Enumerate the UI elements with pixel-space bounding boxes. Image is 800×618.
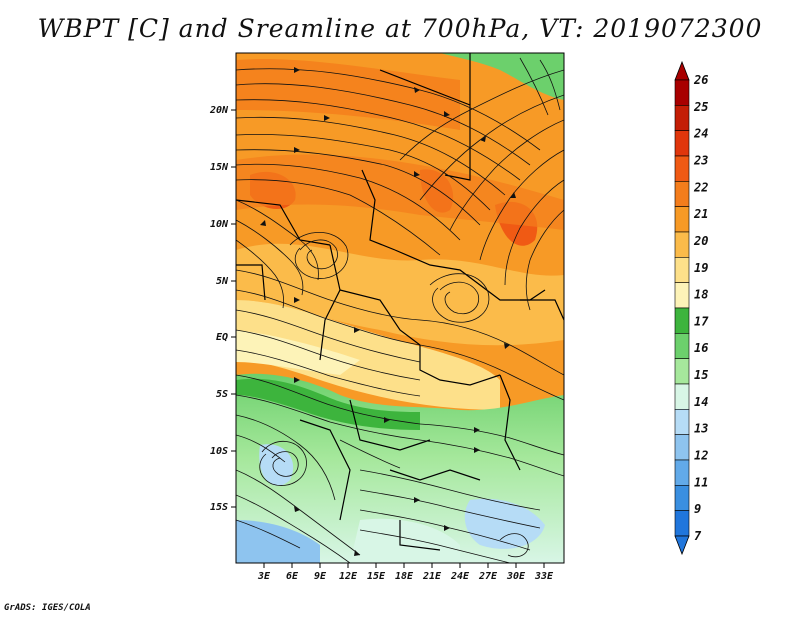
- lon-ticks: [263, 563, 545, 568]
- colorbar-label: 24: [693, 127, 708, 141]
- map-field: [236, 53, 564, 563]
- streamline-arrows: [260, 67, 516, 556]
- wbpt-fill-22-north: [236, 59, 460, 130]
- lon-labels: 3E 6E 9E 12E 15E 18E 21E 24E 27E 30E 33E: [257, 571, 554, 582]
- colorbar-label: 15: [694, 368, 708, 382]
- colorbar-swatch: [674, 282, 690, 309]
- colorbar-top-arrow: [674, 60, 690, 81]
- colorbar-swatch: [674, 459, 690, 486]
- wbpt-fill-12-sw: [236, 520, 320, 563]
- grads-credit: GrADS: IGES/COLA: [4, 603, 91, 613]
- lon-label: 30E: [506, 571, 526, 582]
- colorbar-label: 17: [694, 314, 709, 328]
- lon-label: 9E: [314, 571, 327, 582]
- lat-label: 5N: [216, 276, 229, 287]
- colorbar-swatch: [674, 485, 690, 511]
- lat-label: 10N: [210, 219, 229, 230]
- colorbar-swatch: [674, 383, 690, 410]
- colorbar-swatch: [674, 409, 690, 435]
- colorbar-swatch: [674, 105, 690, 131]
- lon-label: 6E: [286, 571, 299, 582]
- colorbar-swatch: [674, 257, 690, 283]
- colorbar-label: 20: [693, 234, 708, 248]
- wbpt-fill-13-west: [259, 444, 294, 486]
- lon-label: 3E: [257, 571, 271, 582]
- colorbar-label: 19: [694, 261, 708, 275]
- colorbar-label: 23: [693, 153, 708, 167]
- lat-label: 15S: [210, 502, 228, 513]
- lon-label: 18E: [395, 571, 414, 582]
- lat-ticks: [231, 109, 236, 508]
- lat-label: 5S: [216, 389, 228, 400]
- streamlines: [236, 57, 564, 563]
- colorbar-label: 25: [693, 100, 708, 114]
- lon-label: 21E: [422, 571, 442, 582]
- wbpt-fill-18: [236, 330, 360, 375]
- colorbar-label: 12: [694, 449, 708, 463]
- map-frame: [235, 52, 565, 564]
- lon-label: 12E: [339, 571, 358, 582]
- colorbar-label: 7: [694, 529, 702, 543]
- colorbar-label: 11: [694, 475, 708, 489]
- colorbar-swatch: [674, 155, 690, 182]
- colorbar-swatch: [674, 206, 690, 233]
- lon-label: 27E: [478, 571, 498, 582]
- lat-label: 20N: [209, 105, 229, 116]
- colorbar-swatch: [674, 79, 690, 106]
- wbpt-fill-15-south: [350, 518, 460, 563]
- lon-label: 15E: [367, 571, 386, 582]
- lat-label: 10S: [210, 446, 228, 457]
- colorbar-label: 16: [694, 341, 708, 355]
- colorbar-label: 13: [694, 422, 708, 436]
- colorbar-swatch: [674, 333, 690, 359]
- lon-label: 24E: [450, 571, 470, 582]
- colorbar-swatch: [674, 510, 690, 537]
- colorbar: 26 25 24 23 22 21 20 19 18 17 16 15 14 13 12 11 9 7: [674, 60, 709, 556]
- colorbar-swatch: [674, 307, 690, 334]
- wbpt-fill-19: [236, 300, 500, 410]
- colorbar-label: 21: [693, 207, 708, 221]
- colorbar-label: 9: [694, 502, 701, 516]
- colorbar-swatch: [674, 358, 690, 385]
- colorbar-swatch: [674, 434, 690, 461]
- lat-labels: 20N 15N 10N 5N EQ 5S 10S 15S: [209, 105, 229, 513]
- colorbar-bottom-arrow: [674, 535, 690, 556]
- map-title: WBPT [C] and Sreamline at 700hPa, VT: 20…: [37, 14, 763, 43]
- colorbar-swatch: [674, 231, 690, 258]
- lat-label: 15N: [210, 162, 229, 173]
- colorbar-label: 14: [694, 395, 708, 409]
- lat-label: EQ: [216, 332, 228, 343]
- colorbar-label: 26: [693, 73, 708, 87]
- wbpt-fill-22-band: [236, 154, 564, 230]
- colorbar-swatch: [674, 181, 690, 207]
- colorbar-label: 18: [694, 288, 708, 302]
- colorbar-swatch: [674, 130, 690, 157]
- colorbar-label: 22: [693, 180, 708, 194]
- wbpt-fill-17-north: [440, 53, 564, 100]
- lon-label: 33E: [534, 571, 554, 582]
